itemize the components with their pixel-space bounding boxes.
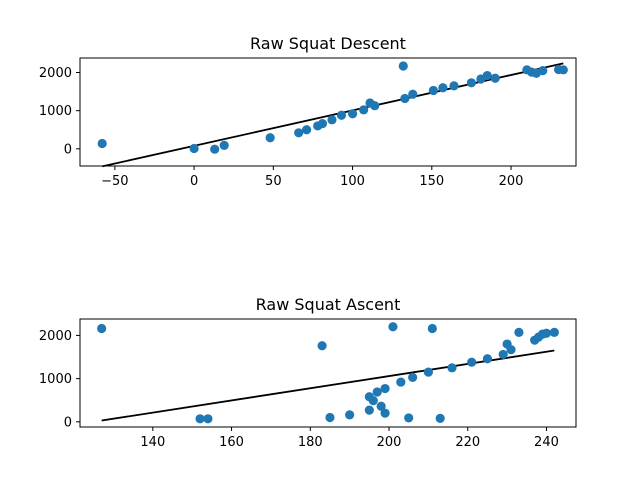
ascent-x-tick-label: 140 bbox=[140, 435, 165, 450]
descent-data-point bbox=[294, 128, 304, 138]
descent-data-point bbox=[189, 143, 199, 154]
descent-data-point bbox=[408, 89, 418, 99]
ascent-y-tick-label: 1000 bbox=[39, 372, 72, 387]
ascent-chart-title: Raw Squat Ascent bbox=[256, 295, 401, 314]
descent-x-tick-label: 100 bbox=[340, 174, 365, 189]
descent-x-tick-label: 50 bbox=[265, 174, 282, 189]
descent-data-point bbox=[490, 73, 500, 83]
descent-data-point bbox=[466, 78, 477, 88]
ascent-data-point bbox=[396, 377, 406, 387]
ascent-data-point bbox=[541, 328, 552, 338]
descent-y-tick-label: 2000 bbox=[39, 66, 72, 81]
descent-data-point bbox=[347, 109, 358, 119]
ascent-y-tick-label: 0 bbox=[64, 415, 72, 430]
descent-data-point bbox=[97, 138, 107, 149]
ascent-data-point bbox=[372, 387, 382, 397]
ascent-data-point bbox=[345, 410, 355, 420]
ascent-x-tick-label: 200 bbox=[377, 435, 402, 450]
descent-data-point bbox=[317, 119, 328, 129]
ascent-data-point bbox=[498, 349, 508, 360]
descent-fit-line bbox=[101, 62, 564, 168]
descent-chart: Raw Squat Descent −50 0 50 100 150 2000100020… bbox=[39, 34, 577, 189]
ascent-axes-frame bbox=[79, 318, 577, 428]
ascent-data-point bbox=[404, 413, 414, 423]
ascent-y-tick-label: 2000 bbox=[39, 329, 72, 344]
descent-x-tick-label: 150 bbox=[419, 174, 444, 189]
ascent-x-tick-label: 240 bbox=[534, 435, 559, 450]
ascent-x-tick-label: 160 bbox=[219, 435, 244, 450]
ascent-data-point bbox=[195, 414, 205, 424]
descent-data-point bbox=[438, 83, 448, 93]
ascent-x-tick-label: 220 bbox=[455, 435, 480, 450]
descent-data-point bbox=[210, 144, 220, 154]
ascent-data-point bbox=[380, 383, 390, 394]
descent-data-point bbox=[219, 140, 229, 150]
ascent-data-point bbox=[325, 412, 335, 423]
descent-data-point bbox=[482, 70, 492, 81]
ascent-data-point bbox=[376, 401, 386, 411]
ascent-data-point bbox=[368, 396, 378, 406]
descent-data-point bbox=[538, 65, 548, 76]
ascent-data-point bbox=[317, 341, 327, 351]
ascent-data-point bbox=[549, 327, 559, 337]
descent-data-point bbox=[265, 133, 275, 143]
descent-y-tick-label: 0 bbox=[64, 142, 72, 157]
ascent-data-point bbox=[97, 323, 107, 334]
descent-data-point bbox=[428, 85, 438, 96]
descent-data-point bbox=[302, 125, 312, 135]
ascent-data-point bbox=[506, 345, 516, 355]
ascent-data-point bbox=[203, 414, 213, 424]
ascent-data-point bbox=[364, 405, 374, 415]
descent-axes-frame bbox=[79, 57, 577, 167]
ascent-data-point bbox=[435, 413, 445, 423]
descent-y-tick-label: 1000 bbox=[39, 104, 72, 119]
ascent-data-point bbox=[482, 354, 493, 364]
descent-data-point bbox=[327, 115, 337, 125]
ascent-data-point bbox=[380, 408, 390, 418]
ascent-fit-line bbox=[101, 349, 555, 422]
descent-x-tick-label: 0 bbox=[190, 174, 198, 189]
descent-x-tick-label: 200 bbox=[499, 174, 524, 189]
descent-x-tick-label: −50 bbox=[101, 174, 128, 189]
ascent-data-point bbox=[388, 322, 398, 332]
descent-chart-title: Raw Squat Descent bbox=[250, 34, 406, 53]
ascent-data-point bbox=[423, 367, 433, 377]
ascent-data-point bbox=[447, 363, 457, 373]
ascent-data-point bbox=[467, 357, 477, 367]
descent-data-point bbox=[359, 105, 369, 115]
descent-data-point bbox=[449, 81, 459, 91]
ascent-x-tick-label: 180 bbox=[298, 435, 323, 450]
descent-data-point bbox=[336, 110, 347, 120]
ascent-data-point bbox=[427, 323, 437, 334]
ascent-chart: Raw Squat Ascent 140 160 180 200 220 240 0 1000… bbox=[39, 295, 577, 450]
descent-data-point bbox=[400, 93, 410, 104]
ascent-data-point bbox=[514, 327, 524, 337]
descent-data-point bbox=[558, 65, 568, 75]
ascent-data-point bbox=[408, 372, 418, 382]
descent-data-point bbox=[370, 101, 380, 111]
descent-data-point bbox=[398, 61, 408, 71]
